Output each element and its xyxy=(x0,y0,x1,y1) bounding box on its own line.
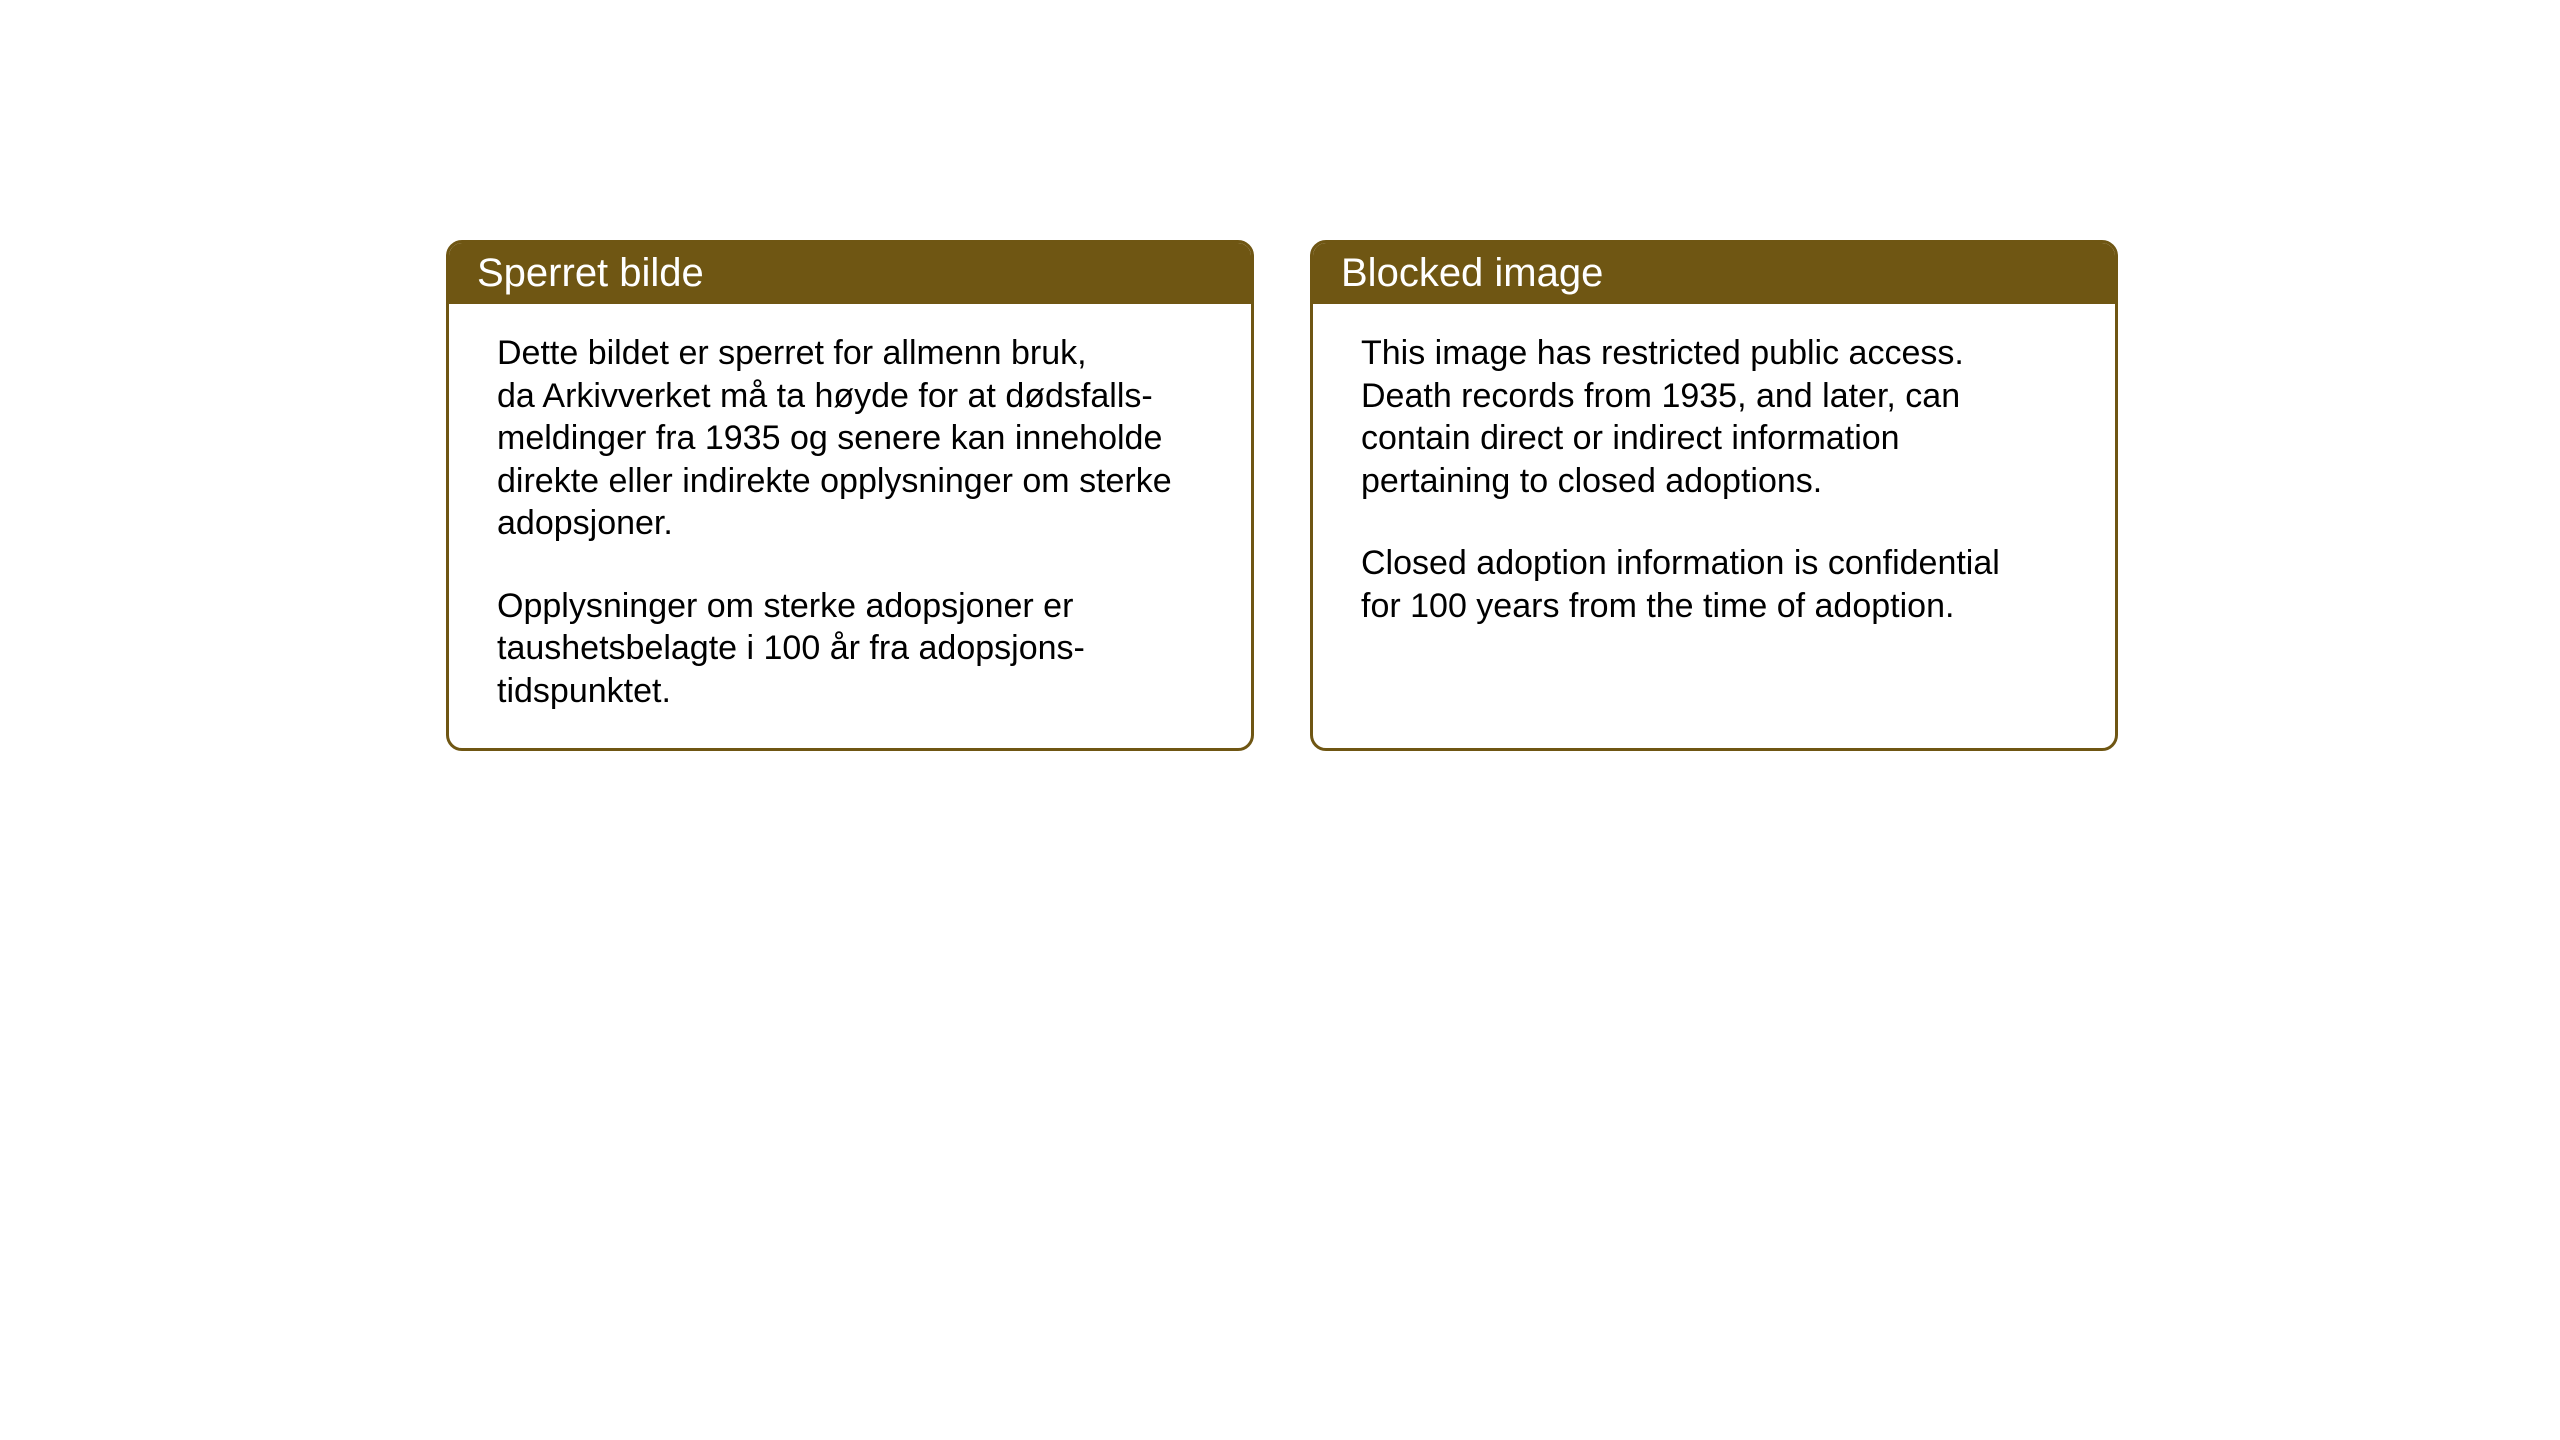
text-line: Opplysninger om sterke adopsjoner er xyxy=(497,585,1203,628)
text-line: tidspunktet. xyxy=(497,670,1203,713)
text-line: for 100 years from the time of adoption. xyxy=(1361,585,2067,628)
english-card-header: Blocked image xyxy=(1313,243,2115,304)
text-line: This image has restricted public access. xyxy=(1361,332,2067,375)
text-line: meldinger fra 1935 og senere kan innehol… xyxy=(497,417,1203,460)
norwegian-card-header: Sperret bilde xyxy=(449,243,1251,304)
norwegian-paragraph-2: Opplysninger om sterke adopsjoner er tau… xyxy=(497,585,1203,713)
text-line: adopsjoner. xyxy=(497,502,1203,545)
text-line: contain direct or indirect information xyxy=(1361,417,2067,460)
english-paragraph-2: Closed adoption information is confident… xyxy=(1361,542,2067,627)
norwegian-card-body: Dette bildet er sperret for allmenn bruk… xyxy=(449,304,1251,748)
norwegian-card-title: Sperret bilde xyxy=(477,251,704,295)
text-line: Death records from 1935, and later, can xyxy=(1361,375,2067,418)
text-line: da Arkivverket må ta høyde for at dødsfa… xyxy=(497,375,1203,418)
english-card-body: This image has restricted public access.… xyxy=(1313,304,2115,744)
notice-container: Sperret bilde Dette bildet er sperret fo… xyxy=(446,240,2118,751)
english-card: Blocked image This image has restricted … xyxy=(1310,240,2118,751)
norwegian-paragraph-1: Dette bildet er sperret for allmenn bruk… xyxy=(497,332,1203,545)
text-line: Closed adoption information is confident… xyxy=(1361,542,2067,585)
text-line: pertaining to closed adoptions. xyxy=(1361,460,2067,503)
text-line: Dette bildet er sperret for allmenn bruk… xyxy=(497,332,1203,375)
norwegian-card: Sperret bilde Dette bildet er sperret fo… xyxy=(446,240,1254,751)
english-card-title: Blocked image xyxy=(1341,251,1603,295)
english-paragraph-1: This image has restricted public access.… xyxy=(1361,332,2067,502)
text-line: direkte eller indirekte opplysninger om … xyxy=(497,460,1203,503)
text-line: taushetsbelagte i 100 år fra adopsjons- xyxy=(497,627,1203,670)
